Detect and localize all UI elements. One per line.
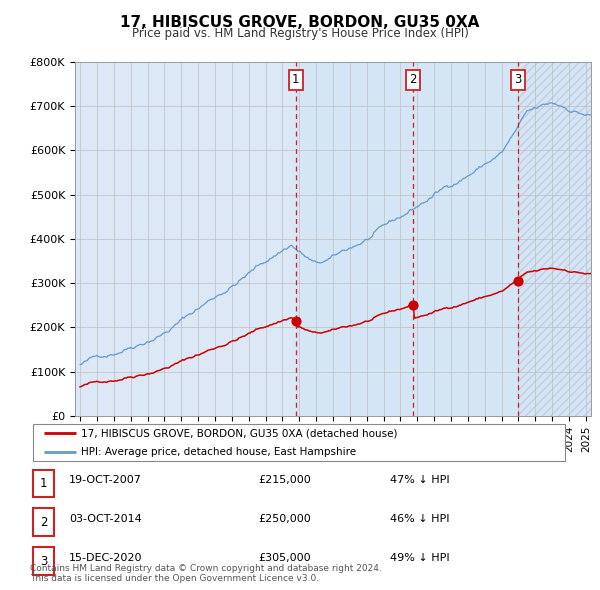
FancyBboxPatch shape xyxy=(33,509,54,536)
Text: 46% ↓ HPI: 46% ↓ HPI xyxy=(390,514,449,524)
FancyBboxPatch shape xyxy=(33,548,54,575)
Text: 3: 3 xyxy=(514,73,521,86)
Text: 3: 3 xyxy=(40,555,47,568)
Text: 2: 2 xyxy=(40,516,47,529)
Text: 19-OCT-2007: 19-OCT-2007 xyxy=(69,476,142,485)
Text: 15-DEC-2020: 15-DEC-2020 xyxy=(69,553,143,563)
Point xyxy=(513,276,523,286)
Text: 03-OCT-2014: 03-OCT-2014 xyxy=(69,514,142,524)
Text: £305,000: £305,000 xyxy=(258,553,311,563)
Text: 2: 2 xyxy=(409,73,417,86)
Text: 49% ↓ HPI: 49% ↓ HPI xyxy=(390,553,449,563)
Bar xyxy=(413,62,518,416)
Text: HPI: Average price, detached house, East Hampshire: HPI: Average price, detached house, East… xyxy=(82,447,356,457)
Text: 47% ↓ HPI: 47% ↓ HPI xyxy=(390,476,449,485)
FancyBboxPatch shape xyxy=(33,424,565,461)
Point xyxy=(408,301,418,310)
Text: 1: 1 xyxy=(292,73,299,86)
Point xyxy=(291,316,301,326)
Text: Contains HM Land Registry data © Crown copyright and database right 2024.
This d: Contains HM Land Registry data © Crown c… xyxy=(30,563,382,583)
Text: 1: 1 xyxy=(40,477,47,490)
Text: £250,000: £250,000 xyxy=(258,514,311,524)
Text: £215,000: £215,000 xyxy=(258,476,311,485)
FancyBboxPatch shape xyxy=(33,470,54,497)
Bar xyxy=(518,62,591,416)
Text: 17, HIBISCUS GROVE, BORDON, GU35 0XA (detached house): 17, HIBISCUS GROVE, BORDON, GU35 0XA (de… xyxy=(82,428,398,438)
Bar xyxy=(296,62,413,416)
Text: 17, HIBISCUS GROVE, BORDON, GU35 0XA: 17, HIBISCUS GROVE, BORDON, GU35 0XA xyxy=(121,15,479,30)
Text: Price paid vs. HM Land Registry's House Price Index (HPI): Price paid vs. HM Land Registry's House … xyxy=(131,27,469,40)
